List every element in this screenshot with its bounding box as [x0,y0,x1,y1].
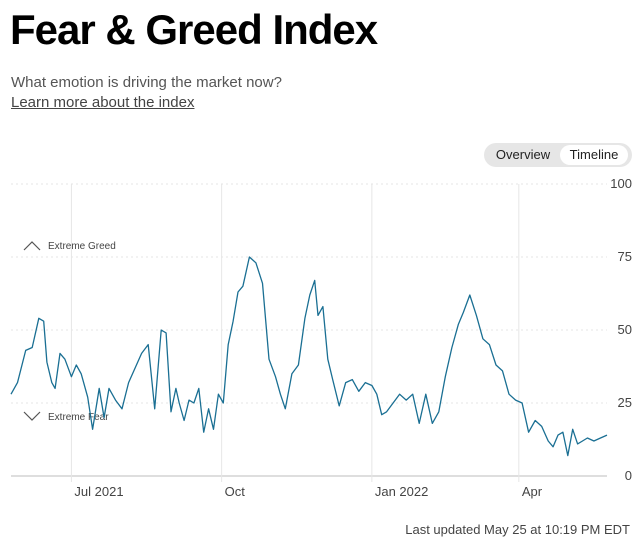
x-tick-label: Jan 2022 [375,484,429,499]
chart-grid [11,183,607,482]
index-line [10,256,608,457]
x-axis: Jul 2021 Oct Jan 2022 Apr [74,484,542,499]
chart-bands: Extreme Greed Extreme Fear [23,241,116,423]
overview-tab[interactable]: Overview [495,147,551,162]
fear-greed-chart: Extreme Greed Extreme Fear 100 75 50 25 0 Ju… [10,176,632,499]
x-tick-label: Jul 2021 [74,484,123,499]
page-title: Fear & Greed Index [10,6,378,53]
x-tick-label: Apr [522,484,543,499]
y-tick-label: 75 [618,249,632,264]
learn-more-link[interactable]: Learn more about the index [11,94,195,111]
chevron-down-icon [23,411,41,421]
view-toggle: Overview Timeline [484,143,632,167]
extreme-fear-label: Extreme Fear [48,412,109,423]
y-tick-label: 25 [618,395,632,410]
page-subtitle: What emotion is driving the market now? [11,74,282,91]
y-tick-label: 0 [625,468,632,483]
extreme-greed-label: Extreme Greed [48,241,116,252]
y-tick-label: 50 [618,322,632,337]
chevron-up-icon [23,241,41,251]
y-tick-label: 100 [610,176,632,191]
timeline-tab[interactable]: Timeline [560,145,628,165]
last-updated: Last updated May 25 at 10:19 PM EDT [405,522,630,537]
x-tick-label: Oct [225,484,246,499]
y-axis: 100 75 50 25 0 [610,176,632,483]
